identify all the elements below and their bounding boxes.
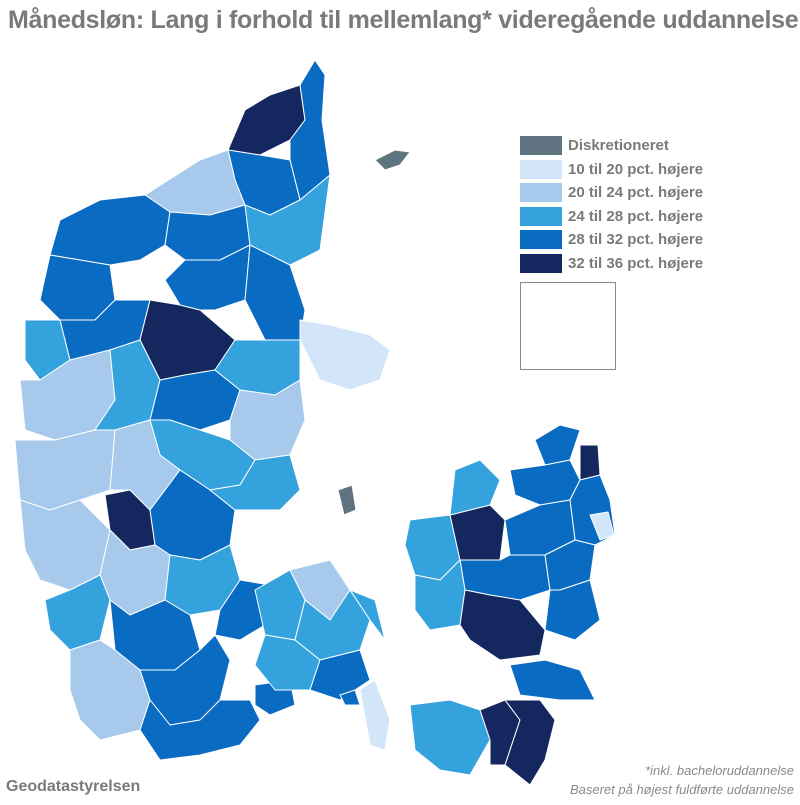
legend-label: 24 til 28 pct. højere [568,207,704,225]
legend-item: 28 til 32 pct. højere [520,228,703,252]
region-west-a [39,254,116,321]
legend-label: 28 til 32 pct. højere [568,231,704,249]
legend-item: Diskretioneret [520,134,703,158]
region-hillerod [509,459,581,506]
region-samso [337,484,357,516]
map-title: Månedsløn: Lang i forhold til mellemlang… [8,6,799,34]
region-esbjerg [44,574,111,651]
legend-swatch [520,206,562,226]
region-vesthimmerland [49,194,171,266]
legend: Diskretioneret 10 til 20 pct. højere 20 … [520,134,703,275]
legend-swatch [520,230,562,250]
region-ringkobing [14,429,116,511]
legend-item: 10 til 20 pct. højere [520,158,703,182]
region-nyborg [349,589,386,641]
region-vordingborg [509,659,596,701]
legend-item: 24 til 28 pct. højere [520,205,703,229]
footnote-bachelor: *inkl. bacheloruddannelse [645,763,794,778]
bornholm-inset-frame [520,282,616,370]
region-langeland [359,679,391,751]
region-naestved [459,589,546,661]
region-falster [504,699,556,786]
region-aabenraa [139,699,261,761]
legend-swatch [520,253,562,273]
legend-label: 20 til 24 pct. højere [568,184,704,202]
legend-label: 32 til 36 pct. højere [568,254,704,272]
legend-swatch [520,183,562,203]
region-djursland [299,319,391,391]
source-credit: Geodatastyrelsen [6,778,141,795]
legend-item: 32 til 36 pct. højere [520,252,703,276]
legend-item: 20 til 24 pct. højere [520,181,703,205]
region-aero [339,689,361,706]
region-anholt [374,149,411,171]
legend-swatch [520,159,562,179]
region-halsnaes [534,424,581,466]
footnote-basis: Baseret på højest fuldførte uddannelse [569,782,794,797]
legend-label: Diskretioneret [568,137,669,155]
region-odder [209,454,301,511]
legend-swatch [520,136,562,156]
region-lolland [409,699,491,776]
region-stevns [544,579,601,641]
region-helsingor [579,444,601,481]
region-mariagerfjord [164,244,251,311]
region-vejle [164,544,241,616]
region-copenhagen-city [589,511,615,541]
legend-label: 10 til 20 pct. højere [568,160,704,178]
region-odsherred [449,459,501,516]
